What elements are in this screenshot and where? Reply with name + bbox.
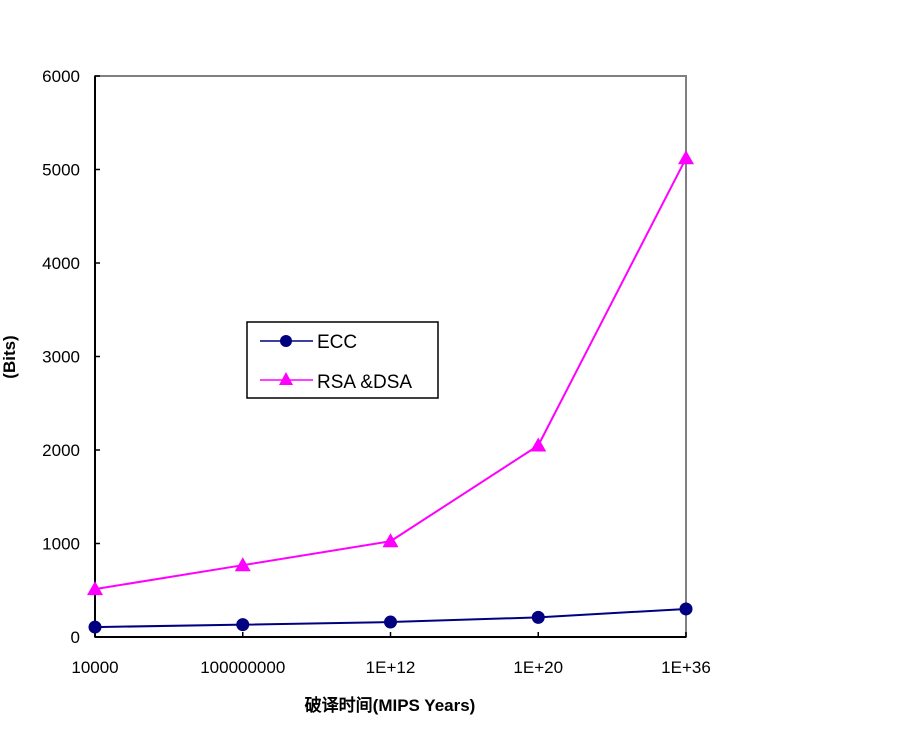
y-tick-label: 5000	[42, 161, 80, 180]
y-axis-ticks: 0 1000 2000 3000 4000 5000 6000	[42, 67, 100, 647]
circle-marker-icon	[531, 610, 545, 624]
y-axis-title: (Bits)	[0, 335, 19, 378]
triangle-marker-icon	[279, 372, 293, 385]
legend-label-ecc: ECC	[317, 332, 357, 353]
triangle-marker-icon	[87, 581, 103, 596]
series-layer	[87, 150, 694, 634]
legend-item-rsa-dsa: RSA &DSA	[260, 372, 412, 393]
x-tick-label: 1E+20	[513, 658, 563, 677]
y-tick-label: 2000	[42, 441, 80, 460]
circle-marker-icon	[236, 618, 250, 632]
x-axis-ticks: 10000 100000000 1E+12 1E+20 1E+36	[71, 632, 711, 677]
x-axis-title: 破译时间(MIPS Years)	[305, 695, 476, 715]
series-rsa-dsa	[87, 150, 694, 596]
circle-marker-icon	[88, 620, 102, 634]
legend: ECC RSA &DSA	[246, 321, 439, 399]
x-tick-label: 1E+12	[366, 658, 416, 677]
y-tick-label: 0	[71, 628, 80, 647]
series-ecc	[88, 602, 693, 634]
triangle-marker-icon	[530, 437, 547, 452]
triangle-marker-icon	[678, 150, 694, 165]
circle-marker-icon	[280, 335, 292, 347]
x-tick-label: 10000	[71, 658, 118, 677]
x-tick-label: 100000000	[200, 658, 285, 677]
circle-marker-icon	[679, 602, 693, 616]
y-tick-label: 1000	[42, 535, 80, 554]
y-tick-label: 3000	[42, 348, 80, 367]
legend-item-ecc: ECC	[260, 332, 357, 353]
triangle-marker-icon	[234, 557, 251, 572]
circle-marker-icon	[384, 615, 397, 629]
x-tick-label: 1E+36	[661, 658, 711, 677]
legend-box	[246, 321, 439, 399]
legend-label-rsa-dsa: RSA &DSA	[317, 372, 412, 393]
y-tick-label: 4000	[42, 254, 80, 273]
triangle-marker-icon	[382, 533, 399, 548]
y-tick-label: 6000	[42, 67, 80, 86]
